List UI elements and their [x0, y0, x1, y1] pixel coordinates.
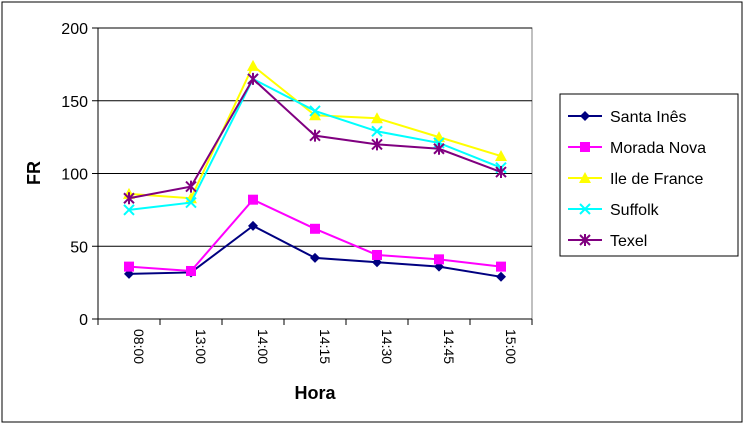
- data-point-morada-nova: [124, 261, 134, 272]
- legend: Santa Inês Morada Nova Ile de France Suffol…: [559, 93, 739, 257]
- data-point-santa-ines: [496, 271, 506, 282]
- legend-marker: [579, 234, 591, 246]
- y-axis-title: FR: [24, 161, 44, 185]
- data-point-ile-de-france: [371, 112, 383, 124]
- series-morada-nova: [124, 194, 506, 276]
- data-point-texel: [185, 180, 197, 193]
- y-tick-label: 200: [61, 21, 88, 38]
- legend-item-texel: Texel: [568, 233, 647, 250]
- y-tick-label: 50: [70, 239, 88, 256]
- axes: 0 50 100 150 200 08:00 13:00 14:00 14:15 14:30 14:…: [61, 21, 533, 364]
- data-point-morada-nova: [310, 223, 320, 234]
- data-point-morada-nova: [434, 254, 444, 265]
- legend-item-santa-ines: Santa Inês: [568, 109, 687, 126]
- gridlines: [98, 27, 532, 247]
- legend-marker: [579, 172, 591, 183]
- data-point-ile-de-france: [309, 109, 321, 121]
- legend-label: Texel: [610, 233, 647, 250]
- legend-marker: [580, 111, 590, 121]
- data-point-morada-nova: [372, 249, 382, 260]
- series-group: [123, 59, 507, 282]
- y-tick-label: 150: [61, 94, 88, 111]
- legend-label: Morada Nova: [610, 140, 706, 157]
- x-tick-label: 14:30: [379, 329, 395, 364]
- legend-label: Santa Inês: [610, 109, 687, 126]
- data-point-texel: [247, 72, 259, 85]
- data-point-suffolk: [309, 105, 321, 117]
- data-point-suffolk: [123, 204, 135, 216]
- legend-box: [559, 93, 739, 257]
- x-axis-title: Hora: [294, 383, 336, 403]
- data-point-texel: [371, 138, 383, 151]
- data-point-santa-ines: [310, 252, 320, 263]
- data-point-suffolk: [185, 196, 197, 209]
- data-point-morada-nova: [248, 194, 258, 205]
- series-texel: [123, 72, 507, 205]
- x-tick-label: 14:15: [317, 329, 333, 364]
- x-tick-label: 08:00: [131, 329, 147, 364]
- data-point-suffolk: [371, 125, 383, 138]
- x-tick-label: 14:45: [441, 329, 457, 364]
- legend-marker: [579, 203, 591, 215]
- legend-label: Ile de France: [610, 171, 703, 188]
- data-point-morada-nova: [186, 265, 196, 276]
- data-point-texel: [309, 129, 321, 142]
- data-point-texel: [433, 142, 445, 155]
- data-point-morada-nova: [496, 261, 506, 272]
- data-point-texel: [495, 166, 507, 179]
- legend-item-suffolk: Suffolk: [568, 202, 660, 219]
- legend-item-morada-nova: Morada Nova: [568, 140, 706, 157]
- x-tick-label: 14:00: [255, 329, 271, 364]
- x-tick-label: 13:00: [193, 329, 209, 364]
- legend-item-ile-de-france: Ile de France: [568, 171, 703, 188]
- y-tick-label: 100: [61, 167, 88, 184]
- legend-label: Suffolk: [610, 202, 660, 219]
- legend-marker: [580, 142, 590, 152]
- y-tick-label: 0: [79, 312, 88, 329]
- data-point-texel: [123, 192, 135, 205]
- x-tick-label: 15:00: [503, 329, 519, 364]
- data-point-santa-ines: [248, 220, 258, 231]
- data-point-ile-de-france: [247, 59, 259, 71]
- data-point-ile-de-france: [495, 150, 507, 162]
